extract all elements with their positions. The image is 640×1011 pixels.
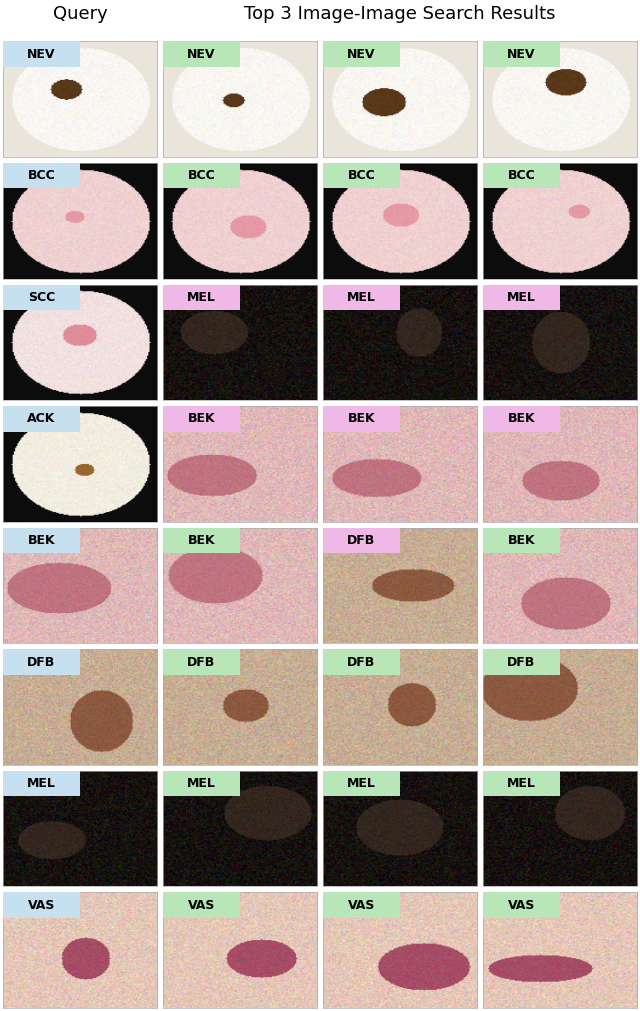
Text: Top 3 Image-Image Search Results: Top 3 Image-Image Search Results (244, 5, 556, 23)
FancyBboxPatch shape (323, 163, 400, 188)
FancyBboxPatch shape (3, 893, 80, 918)
Text: MEL: MEL (27, 777, 56, 790)
Text: VAS: VAS (508, 899, 535, 912)
Text: ACK: ACK (27, 412, 56, 426)
Text: DFB: DFB (27, 655, 56, 668)
Text: MEL: MEL (187, 291, 216, 303)
FancyBboxPatch shape (3, 649, 80, 674)
Text: DFB: DFB (507, 655, 536, 668)
Text: MEL: MEL (507, 291, 536, 303)
Text: BEK: BEK (188, 534, 215, 547)
Text: DFB: DFB (187, 655, 216, 668)
FancyBboxPatch shape (163, 406, 240, 432)
FancyBboxPatch shape (483, 406, 560, 432)
FancyBboxPatch shape (323, 41, 400, 67)
Text: MEL: MEL (507, 777, 536, 790)
FancyBboxPatch shape (163, 771, 240, 797)
FancyBboxPatch shape (163, 649, 240, 674)
FancyBboxPatch shape (163, 285, 240, 310)
FancyBboxPatch shape (483, 893, 560, 918)
Text: BEK: BEK (508, 412, 535, 426)
Text: BEK: BEK (508, 534, 535, 547)
Text: VAS: VAS (188, 899, 215, 912)
FancyBboxPatch shape (323, 649, 400, 674)
FancyBboxPatch shape (323, 285, 400, 310)
FancyBboxPatch shape (3, 163, 80, 188)
Text: BCC: BCC (348, 169, 375, 182)
FancyBboxPatch shape (3, 528, 80, 553)
FancyBboxPatch shape (163, 163, 240, 188)
Text: VAS: VAS (348, 899, 375, 912)
Text: BCC: BCC (28, 169, 55, 182)
Text: BCC: BCC (508, 169, 535, 182)
Text: MEL: MEL (187, 777, 216, 790)
FancyBboxPatch shape (483, 41, 560, 67)
FancyBboxPatch shape (3, 285, 80, 310)
Text: BEK: BEK (188, 412, 215, 426)
FancyBboxPatch shape (163, 893, 240, 918)
Text: NEV: NEV (187, 48, 216, 61)
FancyBboxPatch shape (483, 163, 560, 188)
Text: SCC: SCC (28, 291, 55, 303)
Text: NEV: NEV (507, 48, 536, 61)
FancyBboxPatch shape (3, 41, 80, 67)
Text: Query: Query (52, 5, 108, 23)
Text: BEK: BEK (28, 534, 55, 547)
Text: BCC: BCC (188, 169, 215, 182)
FancyBboxPatch shape (3, 406, 80, 432)
Text: DFB: DFB (347, 534, 376, 547)
Text: MEL: MEL (347, 777, 376, 790)
FancyBboxPatch shape (483, 285, 560, 310)
FancyBboxPatch shape (323, 893, 400, 918)
FancyBboxPatch shape (483, 649, 560, 674)
FancyBboxPatch shape (323, 406, 400, 432)
Text: DFB: DFB (347, 655, 376, 668)
FancyBboxPatch shape (483, 528, 560, 553)
FancyBboxPatch shape (163, 528, 240, 553)
FancyBboxPatch shape (3, 771, 80, 797)
FancyBboxPatch shape (323, 771, 400, 797)
Text: MEL: MEL (347, 291, 376, 303)
FancyBboxPatch shape (163, 41, 240, 67)
FancyBboxPatch shape (323, 528, 400, 553)
FancyBboxPatch shape (483, 771, 560, 797)
Text: VAS: VAS (28, 899, 55, 912)
Text: NEV: NEV (347, 48, 376, 61)
Text: NEV: NEV (27, 48, 56, 61)
Text: BEK: BEK (348, 412, 375, 426)
